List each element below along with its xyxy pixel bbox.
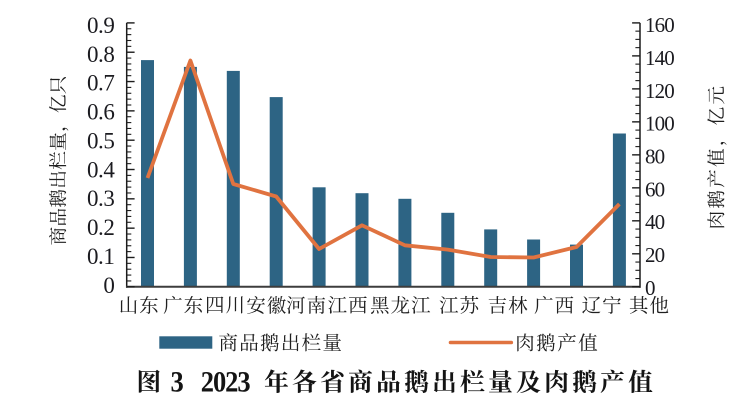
svg-text:0.5: 0.5 <box>87 128 115 153</box>
svg-text:120: 120 <box>645 79 674 103</box>
svg-text:0.7: 0.7 <box>87 71 115 96</box>
svg-text:100: 100 <box>645 112 674 136</box>
svg-text:40: 40 <box>645 210 665 234</box>
svg-text:3: 3 <box>170 366 183 399</box>
svg-text:2023: 2023 <box>201 366 251 399</box>
svg-text:0: 0 <box>103 273 114 298</box>
svg-text:0.8: 0.8 <box>87 42 115 67</box>
svg-text:0.6: 0.6 <box>87 100 115 125</box>
svg-text:20: 20 <box>645 243 665 267</box>
svg-text:0.2: 0.2 <box>87 215 115 240</box>
svg-text:0: 0 <box>645 276 655 300</box>
svg-text:60: 60 <box>645 177 665 201</box>
svg-text:0.9: 0.9 <box>87 13 115 38</box>
svg-text:160: 160 <box>645 13 674 37</box>
svg-text:80: 80 <box>645 145 665 169</box>
svg-text:0.3: 0.3 <box>87 186 115 211</box>
svg-text:0.4: 0.4 <box>87 157 115 182</box>
svg-text:140: 140 <box>645 46 674 70</box>
svg-text:0.1: 0.1 <box>87 244 115 269</box>
